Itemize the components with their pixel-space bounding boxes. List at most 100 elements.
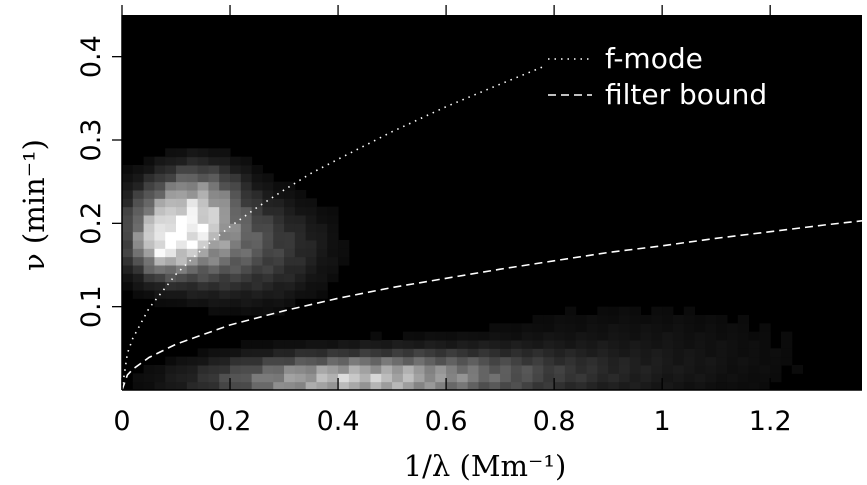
heatmap-cell (154, 223, 165, 232)
heatmap-cell (198, 365, 209, 374)
heatmap-cell (522, 365, 533, 374)
heatmap-cell (316, 257, 327, 266)
heatmap-cell (738, 340, 749, 349)
heatmap-cell (198, 382, 209, 391)
heatmap-cell (219, 298, 230, 307)
heatmap-cell (533, 315, 544, 324)
heatmap-cell (154, 382, 165, 391)
heatmap-cell (738, 382, 749, 391)
heatmap-cell (327, 223, 338, 232)
heatmap-cell (554, 332, 565, 341)
heatmap-cell (252, 282, 263, 291)
heatmap-cell (749, 373, 760, 382)
x-tick-label: 0.4 (317, 406, 360, 437)
heatmap-cell (316, 248, 327, 257)
heatmap-cell (316, 373, 327, 382)
heatmap-cell (554, 340, 565, 349)
heatmap-cell (208, 148, 219, 157)
heatmap-cell (576, 348, 587, 357)
heatmap-cell (252, 182, 263, 191)
heatmap-cell (165, 282, 176, 291)
heatmap-cell (468, 348, 479, 357)
heatmap-cell (165, 298, 176, 307)
heatmap-cell (306, 257, 317, 266)
heatmap-cell (738, 357, 749, 366)
heatmap-cell (489, 340, 500, 349)
heatmap-cell (133, 182, 144, 191)
heatmap-cell (176, 240, 187, 249)
heatmap-cell (543, 357, 554, 366)
heatmap-cell (241, 307, 252, 316)
heatmap-cell (565, 332, 576, 341)
heatmap-cell (597, 357, 608, 366)
heatmap-cell (144, 173, 155, 182)
heatmap-cell (198, 282, 209, 291)
heatmap-cell (262, 232, 273, 241)
heatmap-cell (165, 365, 176, 374)
heatmap-cell (154, 273, 165, 282)
heatmap-cell (133, 373, 144, 382)
heatmap-cell (414, 373, 425, 382)
heatmap-cell (187, 365, 198, 374)
heatmap-cell (273, 215, 284, 224)
heatmap-cell (522, 340, 533, 349)
heatmap-cell (230, 307, 241, 316)
heatmap-cell (641, 332, 652, 341)
heatmap-cell (500, 382, 511, 391)
heatmap-cell (630, 357, 641, 366)
heatmap-cell (608, 340, 619, 349)
heatmap-cell (273, 382, 284, 391)
heatmap-cell (241, 182, 252, 191)
heatmap-cell (144, 282, 155, 291)
heatmap-cell (554, 373, 565, 382)
heatmap-cell (349, 373, 360, 382)
heatmap-cell (705, 340, 716, 349)
heatmap-cell (349, 340, 360, 349)
heatmap-cell (457, 348, 468, 357)
heatmap-cell (252, 273, 263, 282)
heatmap-cell (554, 315, 565, 324)
heatmap-cell (187, 215, 198, 224)
heatmap-cell (133, 273, 144, 282)
y-tick-label: 0.3 (76, 119, 107, 162)
heatmap-cell (684, 382, 695, 391)
heatmap-cell (403, 332, 414, 341)
heatmap-cell (435, 340, 446, 349)
heatmap-cell (230, 298, 241, 307)
heatmap-cell (500, 373, 511, 382)
heatmap-cell (187, 248, 198, 257)
heatmap-cell (370, 373, 381, 382)
heatmap-cell (500, 365, 511, 374)
heatmap-cell (198, 198, 209, 207)
x-tick-label: 0.8 (533, 406, 576, 437)
heatmap-cell (241, 273, 252, 282)
heatmap-cell (187, 273, 198, 282)
heatmap-cell (176, 273, 187, 282)
heatmap-cell (295, 357, 306, 366)
heatmap-cell (154, 182, 165, 191)
heatmap-cell (381, 348, 392, 357)
heatmap-cell (738, 323, 749, 332)
heatmap-cell (230, 373, 241, 382)
heatmap-cell (338, 257, 349, 266)
heatmap-cell (705, 348, 716, 357)
heatmap-cell (759, 373, 770, 382)
heatmap-cell (241, 257, 252, 266)
heatmap-cell (295, 248, 306, 257)
heatmap-cell (630, 315, 641, 324)
heatmap-cell (695, 365, 706, 374)
heatmap-cell (208, 207, 219, 216)
heatmap-cell (187, 223, 198, 232)
heatmap-cell (219, 265, 230, 274)
heatmap-cell (295, 198, 306, 207)
heatmap-cell (738, 365, 749, 374)
heatmap-cell (641, 323, 652, 332)
heatmap-cell (306, 207, 317, 216)
heatmap-cell (619, 332, 630, 341)
heatmap-cell (133, 382, 144, 391)
heatmap-cell (597, 323, 608, 332)
heatmap-cell (154, 248, 165, 257)
heatmap-cell (576, 323, 587, 332)
heatmap-cell (457, 382, 468, 391)
heatmap-cell (360, 382, 371, 391)
